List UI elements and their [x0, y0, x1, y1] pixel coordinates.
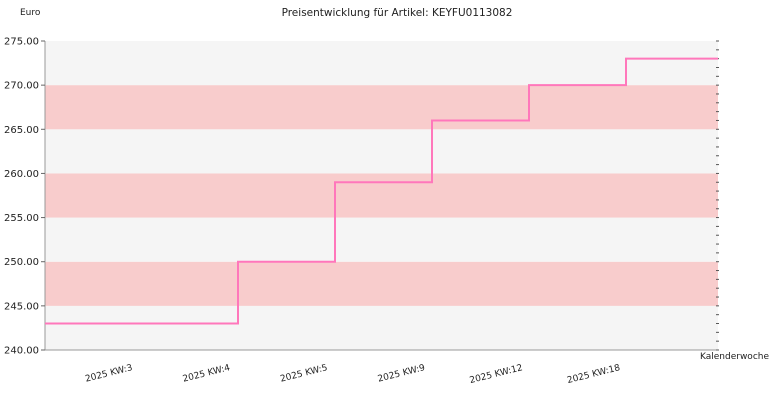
x-tick-label: 2025 KW:4 [182, 363, 232, 384]
y-tick-label: 240.00 [4, 346, 39, 357]
y-tick-label: 250.00 [4, 257, 39, 268]
x-axis-label: Kalenderwoche [700, 352, 769, 362]
x-tick-label: 2025 KW:18 [566, 363, 621, 386]
plot-bands [45, 41, 718, 350]
x-tick-label: 2025 KW:3 [84, 363, 133, 384]
band-270 [45, 41, 718, 86]
band-250 [45, 217, 718, 262]
y-tick-label: 255.00 [4, 213, 39, 224]
x-tick-label: 2025 KW:12 [469, 363, 524, 386]
band-265 [45, 85, 718, 130]
band-245 [45, 261, 718, 306]
band-255 [45, 173, 718, 218]
y-tick-label: 270.00 [4, 81, 39, 92]
y-axis-ticks: 240.00 245.00 250.00 255.00 260.00 265.00 270.… [4, 37, 719, 357]
series-line [45, 57, 718, 325]
y-tick-label: 265.00 [4, 125, 39, 136]
x-tick-label: 2025 KW:9 [377, 363, 427, 384]
band-240 [45, 305, 718, 350]
plot-axes [44, 41, 718, 351]
x-tick-label: 2025 KW:5 [279, 363, 328, 384]
y-tick-label: 260.00 [4, 169, 39, 180]
band-260 [45, 129, 718, 174]
y-axis-label: Euro [20, 8, 41, 18]
chart-title: Preisentwicklung für Artikel: KEYFU01130… [282, 7, 513, 19]
series-layer [45, 57, 718, 325]
x-axis-ticks: 2025 KW:3 2025 KW:4 2025 KW:5 2025 KW:9 2025… [84, 363, 621, 386]
y-tick-label: 245.00 [4, 301, 39, 312]
y-tick-label: 275.00 [4, 37, 39, 48]
